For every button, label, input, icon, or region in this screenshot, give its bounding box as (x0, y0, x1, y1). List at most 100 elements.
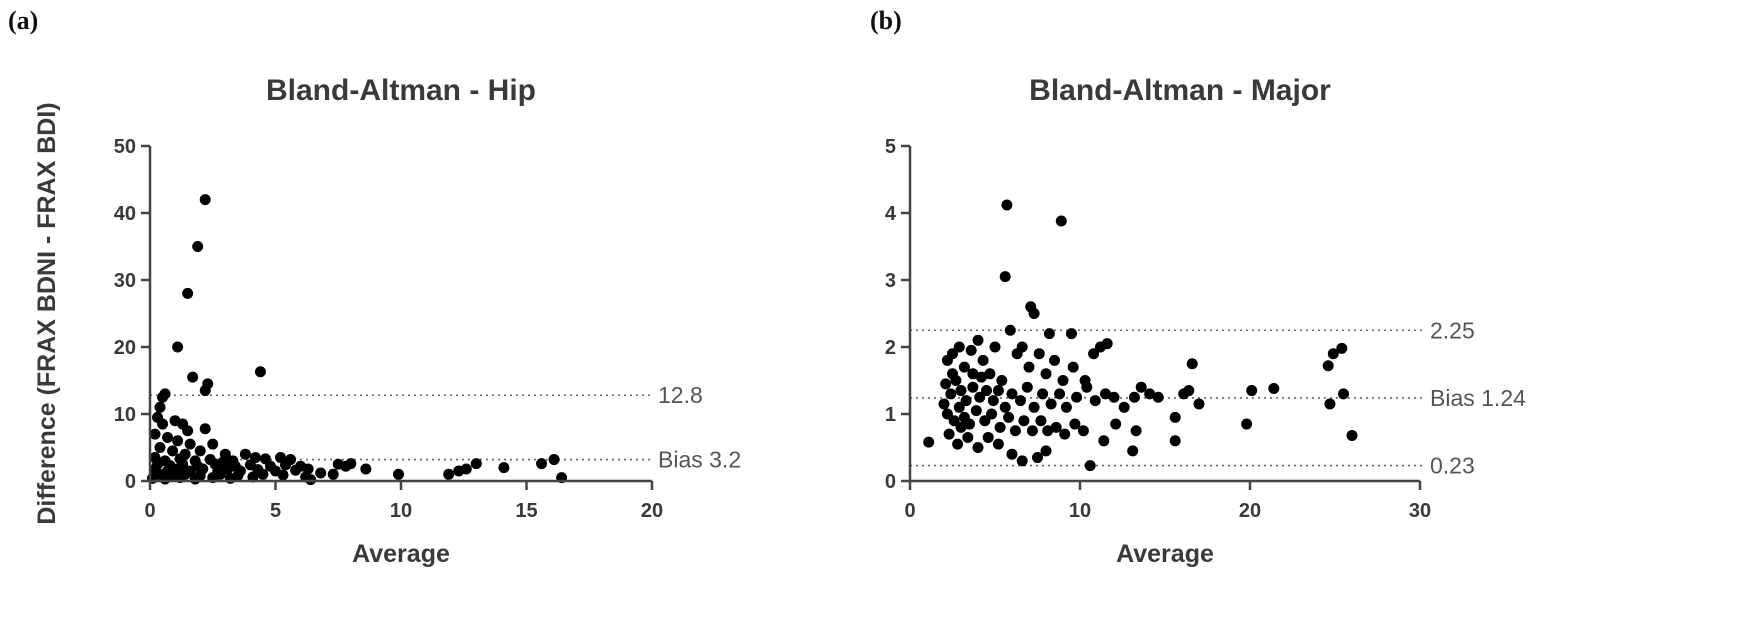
data-point (962, 431, 974, 443)
data-point (940, 378, 952, 390)
y-tick-label: 0 (125, 471, 136, 493)
reference-line-label-2: 0.23 (1430, 453, 1475, 479)
data-point (974, 391, 986, 403)
y-tick-label: 2 (885, 337, 896, 359)
data-point (1016, 455, 1028, 467)
data-point (172, 435, 184, 447)
data-point (1028, 308, 1040, 319)
chart-major: Bland-Altman - Major 2.25 Bias 1.24 0.23 0 1 2… (885, 74, 1526, 568)
data-point (1127, 445, 1139, 457)
data-point (994, 421, 1006, 433)
data-point (981, 385, 992, 397)
data-point (1183, 385, 1195, 397)
x-tick-label: 15 (515, 500, 537, 522)
data-point (1021, 381, 1033, 393)
data-point (182, 425, 194, 437)
data-point (1066, 328, 1077, 340)
data-point (345, 458, 357, 470)
y-axis-label: Difference (FRAX BDNI - FRAX BDI) (33, 102, 61, 524)
data-point (167, 445, 179, 457)
data-point (1081, 381, 1093, 393)
data-point (305, 474, 317, 486)
data-point (1186, 358, 1198, 370)
data-point (952, 438, 964, 450)
data-point (1088, 348, 1100, 360)
data-point (975, 371, 987, 383)
data-point (1016, 341, 1028, 353)
data-point (1006, 388, 1018, 400)
data-point (162, 431, 174, 443)
data-point (1346, 429, 1358, 441)
data-point (1108, 391, 1120, 403)
data-point (955, 421, 967, 433)
data-point (967, 381, 979, 393)
x-tick-label: 0 (144, 500, 155, 522)
data-point (992, 438, 1004, 450)
data-point (996, 375, 1008, 386)
data-point (194, 445, 206, 457)
data-point (149, 428, 161, 440)
data-point (960, 395, 972, 407)
chart-hip: Bland-Altman - Hip 12.8 Bias 3.2 0 10 20 30 40 5… (33, 74, 741, 568)
data-point (979, 415, 991, 427)
data-point (967, 368, 979, 380)
x-tick-label: 30 (1409, 500, 1431, 522)
data-point (290, 464, 302, 476)
data-point (157, 418, 169, 430)
data-point (1193, 398, 1205, 410)
data-point (1043, 328, 1055, 340)
data-point (943, 428, 955, 440)
data-point (1071, 391, 1083, 403)
panel-b-label: (b) (870, 6, 902, 35)
x-tick-label: 10 (390, 500, 412, 522)
x-axis-label: Average (1116, 540, 1214, 568)
data-point (257, 468, 269, 480)
data-point (1327, 348, 1339, 360)
data-point (1028, 401, 1040, 413)
data-point (941, 408, 953, 420)
data-point (999, 271, 1011, 283)
data-point (970, 405, 982, 417)
reference-line-label-1: Bias 1.24 (1430, 385, 1526, 411)
data-point (460, 463, 472, 475)
data-point (1135, 381, 1147, 393)
data-point (992, 385, 1004, 397)
x-tick-label: 20 (1239, 500, 1261, 522)
data-point (159, 388, 171, 400)
data-point (1054, 388, 1066, 400)
data-point (280, 459, 292, 471)
data-point (1169, 411, 1181, 423)
y-tick-label: 30 (114, 270, 136, 292)
data-point (965, 344, 977, 356)
x-tick-label: 10 (1069, 500, 1091, 522)
data-point (1018, 415, 1030, 427)
data-point (984, 368, 996, 380)
data-point (986, 408, 998, 420)
data-point (948, 415, 960, 427)
data-point (1241, 418, 1253, 430)
y-tick-label: 20 (114, 337, 136, 359)
y-tick-label: 40 (114, 203, 136, 225)
data-point (1059, 428, 1071, 440)
data-point (1130, 425, 1142, 437)
data-point (277, 469, 289, 481)
data-point (1101, 338, 1113, 350)
data-point (972, 442, 984, 453)
data-point (989, 341, 1001, 353)
data-point (1077, 425, 1089, 437)
y-tick-label: 5 (885, 136, 896, 158)
data-point (947, 348, 958, 360)
data-point (964, 418, 975, 430)
data-point (1032, 452, 1043, 464)
y-tick-label: 0 (885, 471, 896, 493)
data-point (1045, 398, 1057, 410)
data-point (1049, 354, 1060, 366)
data-point (923, 436, 935, 448)
data-point (189, 473, 201, 485)
data-point (1118, 401, 1130, 413)
data-point (987, 395, 999, 407)
data-point (327, 468, 339, 480)
data-point (207, 438, 219, 450)
data-point (1089, 395, 1101, 407)
data-point (154, 442, 166, 453)
